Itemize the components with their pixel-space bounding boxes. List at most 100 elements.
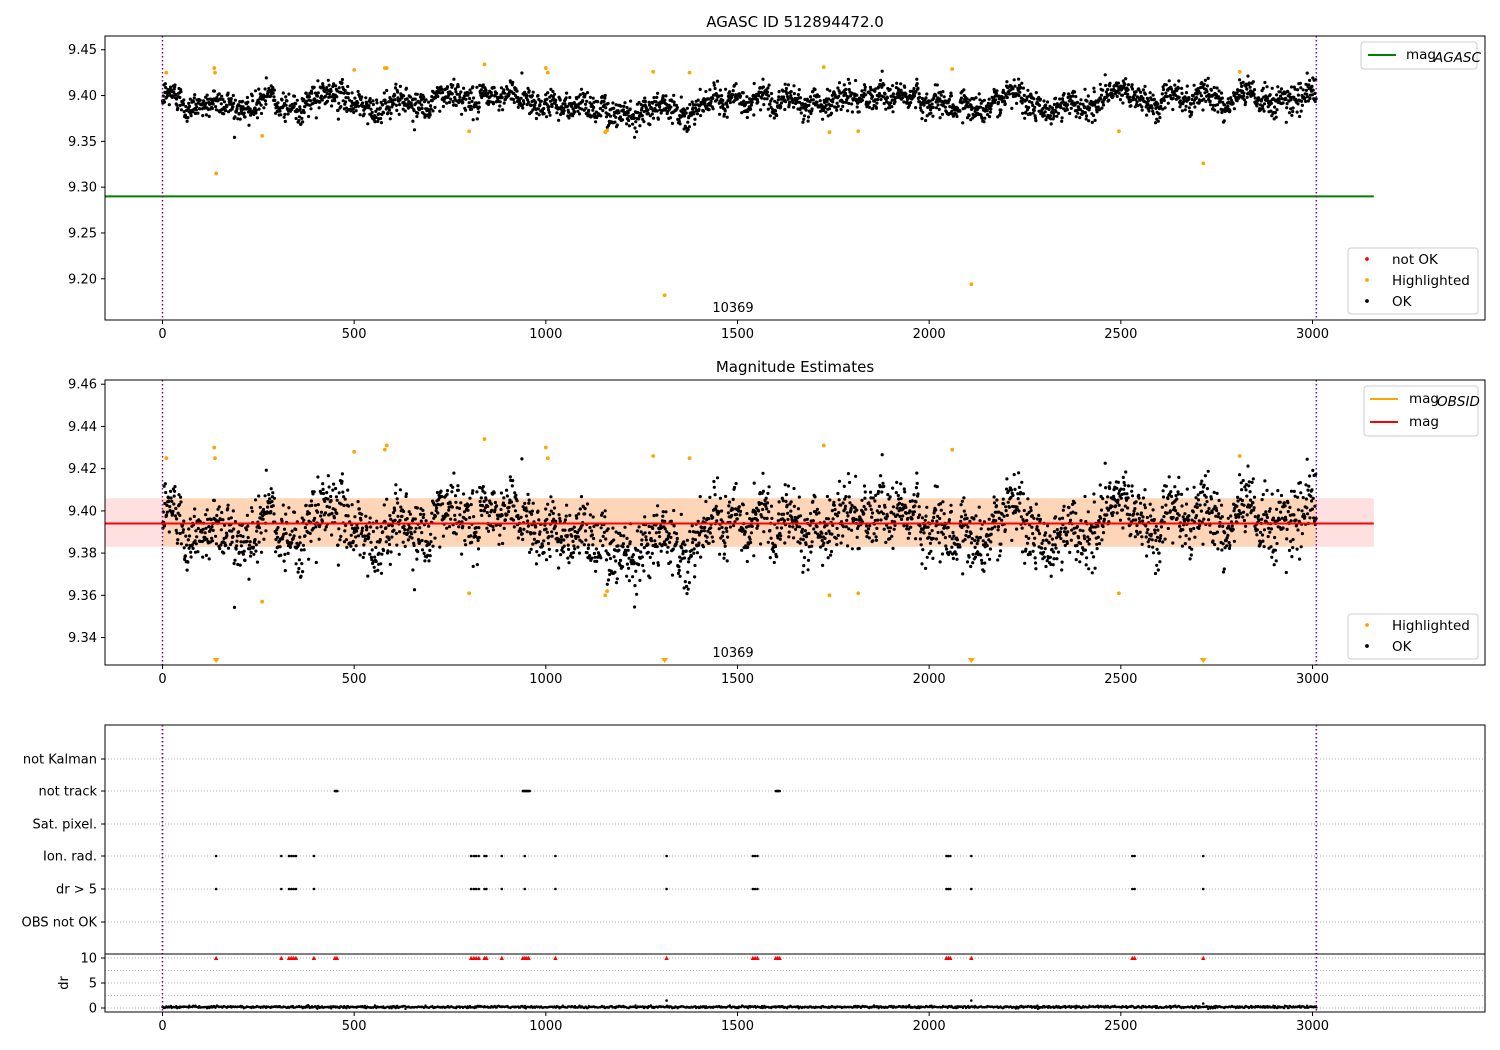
panel2-ok-point (321, 482, 325, 486)
panel2-ok-point (316, 503, 320, 507)
panel2-ok-point (762, 530, 766, 534)
panel1-ok-point (1067, 92, 1071, 96)
panel2-ok-point (605, 582, 609, 586)
panel1-ok-point (1078, 116, 1082, 120)
panel1-ok-point (186, 116, 190, 120)
panel1-ok-point (1044, 118, 1048, 122)
panel1-ok-point (254, 111, 258, 115)
panel1-ok-point (323, 94, 328, 98)
panel1-ok-point (839, 107, 843, 112)
panel1-ok-point (364, 96, 368, 100)
panel2-ok-point (755, 518, 760, 522)
panel1-ok-point (1304, 99, 1308, 103)
panel1-highlighted-point (352, 67, 357, 72)
panel2-ok-point (735, 517, 739, 521)
panel2-ok-point (369, 525, 373, 529)
panel1-ok-point (511, 97, 516, 102)
panel1-ok-point (955, 114, 959, 119)
panel2-ok-point (848, 501, 852, 505)
panel2-ok-point (487, 514, 491, 518)
panel2-ok-point (354, 535, 358, 539)
panel1-ok-point (1118, 98, 1123, 102)
panel1-ok-point (472, 96, 476, 100)
panel2-ok-point (274, 537, 278, 542)
panel2-ok-point (537, 553, 541, 557)
panel2-ok-point (173, 514, 177, 518)
panel2-ok-point (615, 577, 619, 581)
panel1-ok-point (843, 91, 848, 96)
panel2-ok-point (880, 490, 884, 494)
panel1-ok-point (934, 106, 939, 110)
panel2-ok-point (979, 527, 983, 531)
panel2-ok-point (573, 547, 577, 551)
panel2-ok-point (283, 552, 287, 557)
panel2-ok-point (461, 524, 465, 528)
panel2-ok-point (683, 543, 687, 547)
panel1-ok-point (1034, 119, 1038, 123)
panel2-ok-point (977, 505, 981, 509)
panel1-ok-point (179, 108, 183, 112)
panel1-ok-point (1085, 114, 1089, 118)
panel1-ok-point (741, 91, 745, 95)
panel1-ok-point (427, 100, 431, 104)
panel1-ok-point (918, 106, 923, 110)
panel2-ok-point (571, 555, 575, 559)
panel2-ok-point (702, 516, 706, 520)
panel2-ok-point (301, 570, 305, 574)
panel2-ok-point (764, 496, 768, 500)
panel1-ok-point (1074, 115, 1078, 119)
panel1-ok-point (974, 96, 978, 100)
panel2-ok-point (565, 503, 569, 507)
panel2-ok-point (677, 565, 681, 569)
panel2-ok-point (176, 538, 180, 542)
panel2-ok-point (868, 504, 872, 508)
panel2-ok-point (178, 531, 182, 536)
panel1-ok-point (682, 127, 686, 131)
panel2-ok-point (938, 516, 942, 521)
panel1-ok-point (255, 116, 260, 120)
panel1-legend-label: OK (1392, 294, 1413, 310)
panel2-ok-point (274, 550, 278, 554)
panel1-ok-point (1126, 88, 1130, 92)
panel2-ok-point (796, 507, 801, 511)
panel1-ok-point (745, 115, 749, 120)
panel2-ok-point (870, 515, 874, 519)
panel2-ok-point (296, 570, 300, 574)
panel1-ok-point (591, 96, 595, 100)
panel2-ok-point (214, 534, 218, 538)
panel2-ok-point (962, 496, 966, 500)
panel2-ok-point (262, 537, 266, 541)
panel1-ok-point (1262, 109, 1266, 113)
panel1-ok-point (254, 108, 258, 112)
panel1-ok-point (624, 113, 628, 117)
panel1-ok-point (562, 109, 566, 113)
panel2-ok-point (402, 509, 406, 514)
panel1-ok-point (749, 107, 753, 111)
panel2-ok-point (583, 512, 587, 516)
panel1-ok-point (837, 94, 841, 98)
panel2-ok-point (264, 529, 268, 533)
panel1-ok-point (890, 105, 894, 109)
panel2-ok-point (362, 551, 366, 556)
panel2-ok-point (958, 545, 962, 549)
panel2-ok-point (765, 507, 769, 511)
panel1-ok-point (1308, 96, 1312, 101)
panel2-ok-point (562, 538, 566, 542)
panel2-ok-point (623, 525, 627, 529)
panel2-ok-point (833, 507, 837, 512)
panel2-ok-point (335, 511, 339, 516)
panel2-ok-point (286, 551, 290, 556)
panel1-ok-point (222, 112, 226, 116)
panel2-ok-point (420, 548, 425, 552)
panel1-ok-point (996, 100, 1001, 104)
panel1-ok-point (1098, 82, 1102, 86)
panel2-ok-point (722, 552, 727, 556)
panel2-ok-point (895, 506, 899, 510)
panel2-ok-point (726, 535, 730, 539)
panel2-ok-point (373, 555, 377, 559)
panel2-ok-point (722, 556, 726, 560)
panel1-ok-point (756, 100, 760, 104)
panel1-ok-point (1261, 86, 1265, 90)
panel2-ok-point (839, 541, 843, 545)
panel1-ok-point (257, 87, 261, 91)
